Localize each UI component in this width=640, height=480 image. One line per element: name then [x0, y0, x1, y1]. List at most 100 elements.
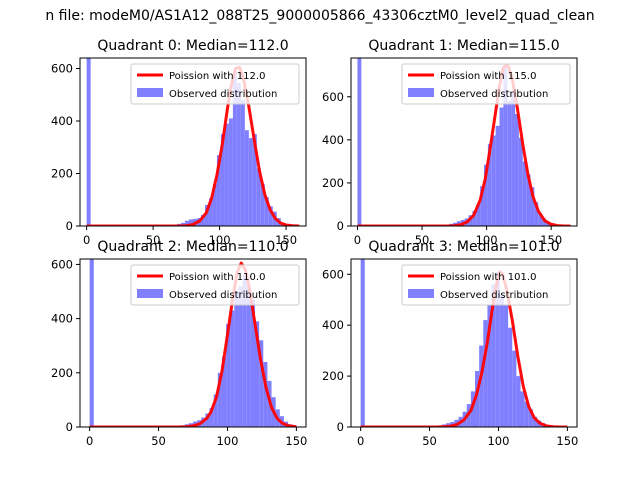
chart-panel-3: 0 50 100 150 0 200 400 600 Poission with 101.0 Ob…: [322, 239, 578, 448]
histogram-bar: [230, 310, 235, 427]
histogram-bar: [252, 134, 257, 226]
histogram-bar: [518, 137, 523, 226]
panel-title: Quadrant 2: Median=110.0: [97, 239, 288, 255]
histogram-bar: [534, 202, 539, 226]
histogram-bar: [256, 168, 261, 226]
histogram-bar: [470, 391, 476, 427]
legend-box: [130, 63, 300, 105]
legend-poisson-label: Poission with 101.0: [440, 272, 536, 283]
histogram-bar: [511, 92, 516, 226]
legend-poisson-label: Poission with 110.0: [169, 272, 265, 283]
legend-histogram-label: Observed distribution: [440, 290, 548, 301]
y-tick-label: 600: [322, 90, 344, 104]
panel-title: Quadrant 0: Median=112.0: [97, 38, 288, 54]
histogram-bar: [234, 291, 239, 427]
y-tick-label: 400: [51, 312, 73, 326]
histogram-bar: [260, 184, 265, 226]
x-tick-label: 150: [540, 233, 562, 247]
x-tick-label: 150: [275, 233, 297, 247]
histogram-bar: [484, 164, 488, 226]
y-tick-label: 400: [322, 318, 344, 332]
legend-histogram-label: Observed distribution: [440, 89, 548, 100]
histogram-bar: [480, 186, 485, 226]
histogram-bar: [208, 198, 213, 226]
histogram-bar: [224, 123, 229, 226]
histogram-bar: [528, 409, 533, 427]
histogram-bar: [530, 187, 535, 226]
histogram-bar: [212, 184, 217, 226]
histogram-bar: [268, 206, 273, 226]
histogram-bar: [503, 65, 508, 226]
histogram-bar: [512, 350, 517, 427]
histogram-bar: [86, 58, 91, 226]
chart-panel-1: 0 50 100 150 0 200 400 600 Poission with 115.0 Ob…: [322, 38, 578, 247]
histogram-bar: [221, 356, 227, 427]
y-tick-label: 0: [66, 420, 73, 434]
legend-histogram-label: Observed distribution: [169, 89, 277, 100]
histogram-bar: [475, 371, 480, 427]
histogram-bar: [259, 340, 264, 427]
chart-panel-2: 0 50 100 150 0 200 400 600 Poission with 110.0 Ob…: [51, 239, 307, 448]
x-tick-label: 0: [83, 233, 90, 247]
x-tick-label: 150: [556, 434, 578, 448]
histogram-bar: [503, 304, 509, 427]
y-tick-label: 600: [322, 267, 344, 281]
histogram-bar: [476, 204, 481, 226]
y-tick-label: 0: [66, 219, 73, 233]
histogram-bar: [244, 130, 249, 226]
x-tick-label: 100: [487, 434, 509, 448]
figure-suptitle: n file: modeM0/AS1A12_088T25_9000005866_…: [45, 8, 594, 24]
x-tick-label: 100: [216, 434, 238, 448]
histogram-bar: [216, 155, 221, 226]
histogram-bar: [516, 376, 521, 427]
histogram-bar: [526, 174, 531, 226]
histogram-bar: [507, 101, 512, 226]
legend: Poission with 101.0 Observed distribution: [401, 264, 571, 306]
legend-poisson-label: Poission with 112.0: [169, 71, 265, 82]
legend-histogram-swatch: [137, 289, 163, 298]
histogram-bar: [242, 275, 247, 427]
plot-area: [89, 259, 297, 427]
axes-frame: [79, 57, 307, 227]
histogram-bar: [495, 125, 500, 226]
histogram-bar: [357, 58, 362, 226]
histogram-bar: [264, 197, 269, 226]
chart-panel-0: 0 50 100 150 0 200 400 600 Poission with 112.0 Ob…: [51, 38, 307, 247]
axes-frame: [350, 57, 578, 227]
y-tick-label: 0: [337, 219, 344, 233]
histogram-bar: [524, 401, 529, 427]
y-tick-label: 600: [51, 257, 73, 271]
x-tick-label: 0: [354, 233, 361, 247]
x-tick-label: 50: [146, 233, 161, 247]
histogram-bar: [238, 286, 243, 427]
histogram-bar: [204, 205, 209, 226]
histogram-bar: [532, 416, 538, 427]
legend: Poission with 115.0 Observed distribution: [401, 63, 571, 105]
x-tick-label: 50: [151, 434, 166, 448]
histogram-bar: [538, 213, 543, 226]
histogram-bar: [479, 345, 484, 427]
histogram-bar: [483, 320, 488, 427]
histogram-bar: [542, 218, 547, 226]
x-tick-label: 50: [415, 233, 430, 247]
y-tick-label: 400: [322, 133, 344, 147]
legend-poisson-label: Poission with 115.0: [440, 71, 536, 82]
histogram-bar: [200, 214, 205, 226]
histogram-bar: [487, 144, 492, 226]
axes-frame: [79, 258, 307, 428]
y-tick-label: 0: [337, 420, 344, 434]
legend: Poission with 110.0 Observed distribution: [130, 264, 300, 306]
histogram-bar: [236, 82, 241, 226]
histogram-bar: [495, 271, 500, 427]
histogram-bar: [220, 134, 225, 226]
panels: 0 50 100 150 0 200 400 600 Poission with 112.0 Ob…: [51, 38, 578, 448]
histogram-bar: [522, 161, 527, 226]
histogram-bar: [89, 259, 94, 427]
histogram-bar: [240, 100, 245, 226]
histogram-bar: [232, 71, 237, 226]
legend-box: [401, 63, 571, 105]
x-tick-label: 50: [422, 434, 437, 448]
x-tick-label: 0: [357, 434, 364, 448]
axes-frame: [350, 258, 578, 428]
